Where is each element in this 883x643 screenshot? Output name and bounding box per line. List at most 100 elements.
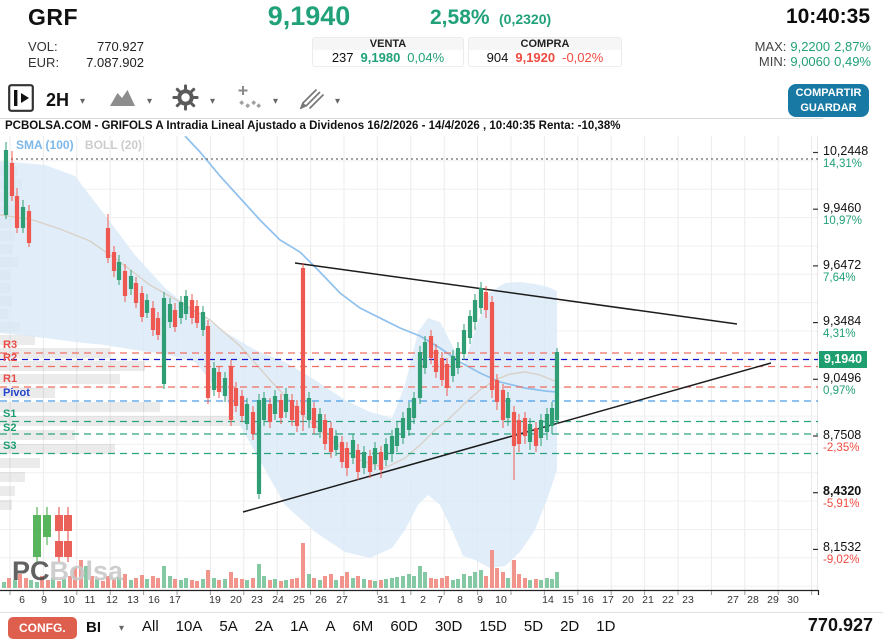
pencil-icon [299,86,324,114]
range-30d[interactable]: 30D [434,618,463,635]
legend-boll: BOLL (20) [84,138,143,152]
pivot-label-r2: R2 [3,352,18,364]
date-tick: 26 [315,594,327,606]
vol-value: 770.927 [97,39,144,54]
indicator-add-selector[interactable] [237,85,278,115]
clock: 10:40:35 [785,5,870,28]
minmax-block: MAX: 9,2200 2,87% MIN: 9,0060 0,49% [735,39,871,69]
date-tick: 10 [495,594,507,606]
compra-box: COMPRA 904 9,1920 -0,02% [468,37,622,67]
date-tick: 23 [251,594,263,606]
eur-value: 7.087.902 [86,55,144,70]
date-tick: 27 [727,594,739,606]
range-6m[interactable]: 6M [352,618,374,635]
axis-price-label: 9,9460 10,97% [823,201,863,228]
pcbolsa-logo-candles [33,507,72,562]
share-save-button[interactable]: COMPARTIR GUARDAR [788,84,869,117]
date-tick: 28 [747,594,759,606]
axis-price-label: 9,3484 4,31% [823,314,862,341]
mountain-chart-icon [109,87,136,114]
eur-label: EUR: [28,55,60,70]
range-2a[interactable]: 2A [254,618,274,635]
timeframe-selector[interactable]: 2H [46,85,85,115]
range-a[interactable]: A [325,618,336,635]
chevron-down-icon [147,91,152,109]
venta-qty: 237 [331,50,354,65]
current-price-badge: 9,1940 [819,351,867,368]
date-axis: 6 9 10 11 12 13 16 17 19 20 23 24 25 26 27 31 1 2 7 8 9 10 14 1… [0,594,818,608]
gear-icon [172,84,199,116]
chart-type-selector[interactable] [109,85,152,115]
session-volume: 770.927 [807,615,873,635]
price-chart[interactable] [0,135,883,596]
change-absolute: (0,2320) [499,11,552,27]
axis-price-label: 8,4320 -5,91% [823,484,862,511]
date-tick: 10 [63,594,75,606]
compra-label: COMPRA [520,38,570,50]
panel-toggle-button[interactable] [8,83,34,117]
range-1d[interactable]: 1D [596,618,616,635]
mode-label: BI [86,618,101,636]
pivot-label-s1: S1 [3,408,17,420]
venta-box: VENTA 237 9,1980 0,04% [312,37,464,67]
date-tick: 16 [148,594,160,606]
date-tick: 1 [400,594,406,606]
max-pct: 2,87% [834,39,871,54]
chart-title: PCBOLSA.COM - GRIFOLS A Intradia Lineal … [0,118,823,137]
range-all[interactable]: All [142,618,159,635]
range-2d[interactable]: 2D [560,618,580,635]
draw-tool-selector[interactable] [299,85,340,115]
min-pct: 0,49% [834,54,871,69]
config-button[interactable]: CONFG. [8,617,77,639]
axis-price-label: 10,2448 14,31% [823,144,869,171]
pivot-label-s2: S2 [3,422,17,434]
timeframe-label: 2H [46,89,70,110]
range-1a[interactable]: 1A [290,618,309,635]
chart-legend: SMA (100) BOLL (20) [16,138,142,152]
chevron-down-icon [119,618,124,636]
chevron-down-icon [335,91,340,109]
share-label: COMPARTIR [795,87,862,99]
compra-pct: -0,02% [562,50,604,65]
panel-toggle-icon [8,83,34,117]
venta-pct: 0,04% [407,50,445,65]
date-tick: 31 [377,594,389,606]
date-tick: 9 [41,594,47,606]
date-tick: 23 [682,594,694,606]
ticker-symbol: GRF [28,4,79,30]
settings-selector[interactable] [172,84,215,116]
axis-price-label: 9,6472 7,64% [823,258,862,285]
range-15d[interactable]: 15D [479,618,507,635]
date-tick: 17 [169,594,181,606]
pivot-label-r1: R1 [3,373,18,385]
date-tick: 8 [457,594,463,606]
date-tick: 16 [582,594,594,606]
add-indicator-icon [237,85,262,115]
range-10a[interactable]: 10A [175,618,203,635]
range-5d[interactable]: 5D [523,618,544,635]
mode-selector[interactable]: BI [86,618,124,636]
venta-label: VENTA [369,38,407,50]
date-tick: 15 [562,594,574,606]
min-value: 9,0060 [790,54,831,69]
change-percent: 2,58% [430,6,490,29]
date-tick: 29 [767,594,779,606]
volume-summary: VOL: 770.927 EUR: 7.087.902 [28,39,144,71]
bottom-bar [0,612,883,643]
date-tick: 13 [127,594,139,606]
date-tick: 19 [209,594,221,606]
save-label: GUARDAR [800,102,857,114]
pivot-label-r3: R3 [3,339,18,351]
last-price: 9,1940 [267,1,351,31]
axis-price-label: 8,7508 -2,35% [823,428,862,455]
range-5a[interactable]: 5A [219,618,238,635]
date-tick: 22 [662,594,674,606]
date-tick: 20 [622,594,634,606]
date-tick: 7 [437,594,443,606]
range-60d[interactable]: 60D [390,618,418,635]
venta-price: 9,1980 [360,50,401,65]
legend-sma: SMA (100) [16,138,74,152]
date-tick: 25 [293,594,305,606]
date-tick: 20 [230,594,242,606]
